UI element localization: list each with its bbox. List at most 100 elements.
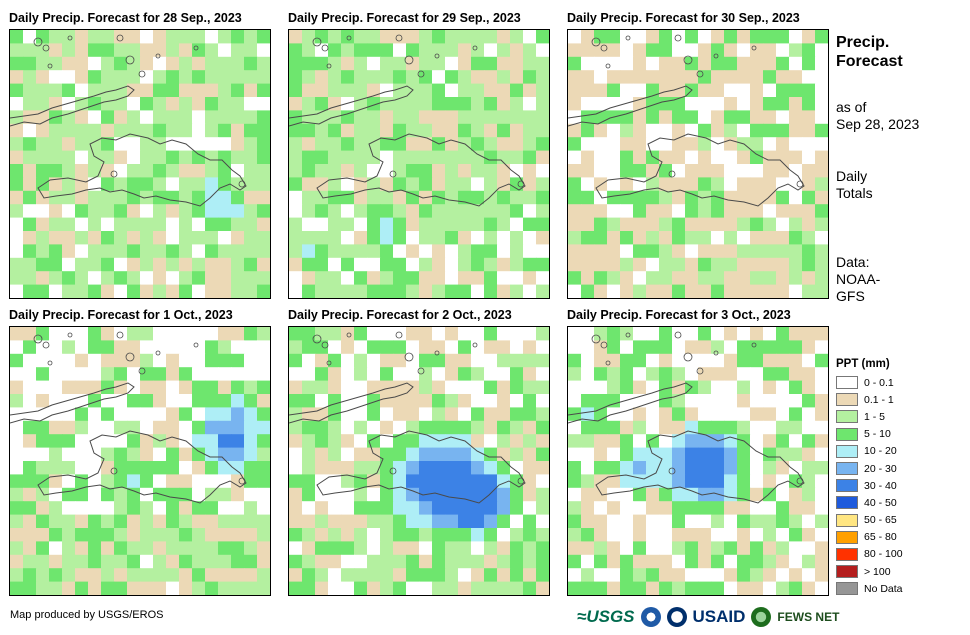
precip-cell <box>75 568 89 583</box>
precip-cell <box>484 528 498 542</box>
precip-cell <box>75 407 89 422</box>
precip-cell <box>205 177 219 192</box>
legend-label: 0.1 - 1 <box>864 393 894 406</box>
precip-cell <box>380 447 394 462</box>
precip-cell <box>419 340 433 355</box>
precip-cell <box>724 244 738 259</box>
precip-cell <box>776 257 790 272</box>
precip-cell <box>458 367 472 382</box>
small-island-outline <box>125 55 135 65</box>
precip-cell <box>23 581 37 595</box>
precip-cell <box>10 284 24 298</box>
precip-cell <box>724 327 738 341</box>
precip-cell <box>140 231 154 245</box>
precip-cell <box>815 581 828 595</box>
precip-cell <box>432 164 446 178</box>
precip-cell <box>218 56 232 71</box>
precip-cell <box>257 554 270 569</box>
precip-cell <box>257 284 270 298</box>
precip-cell <box>114 461 128 475</box>
precip-cell <box>36 83 50 98</box>
precip-cell <box>510 164 524 178</box>
precip-cell <box>367 568 381 583</box>
precip-cell <box>685 367 699 382</box>
small-island-outline <box>591 37 601 47</box>
precip-cell <box>166 217 180 232</box>
precip-cell <box>179 581 193 595</box>
precip-cell <box>341 528 355 542</box>
precip-cell <box>685 56 699 71</box>
precip-cell <box>257 190 270 205</box>
precip-cell <box>659 110 673 125</box>
precip-cell <box>127 581 141 595</box>
precip-cell <box>62 164 76 178</box>
precip-cell <box>244 137 258 152</box>
precip-cell <box>497 327 511 341</box>
precip-cell <box>620 43 634 58</box>
precip-cell <box>205 340 219 355</box>
precip-cell <box>367 70 381 85</box>
precip-cell <box>445 340 459 355</box>
precip-cell <box>594 568 608 583</box>
precip-cell <box>114 284 128 298</box>
precip-cell <box>620 474 634 489</box>
precip-cell <box>49 204 63 219</box>
precip-cell <box>536 541 549 556</box>
precip-cell <box>88 164 102 178</box>
precip-cell <box>724 97 738 111</box>
precip-cell <box>419 231 433 245</box>
precip-cell <box>140 123 154 138</box>
precip-cell <box>36 541 50 556</box>
precip-cell <box>153 501 167 516</box>
precip-cell <box>179 150 193 165</box>
precip-cell <box>633 581 647 595</box>
precip-cell <box>536 554 549 569</box>
precip-cell <box>49 367 63 382</box>
precip-cell <box>724 110 738 125</box>
precip-cell <box>497 43 511 58</box>
precip-cell <box>341 353 355 368</box>
precip-cell <box>594 327 608 341</box>
precip-cell <box>568 56 582 71</box>
precip-cell <box>581 43 595 58</box>
precip-cell <box>672 284 686 298</box>
precip-cell <box>815 43 828 58</box>
precip-cell <box>88 581 102 595</box>
precip-cell <box>166 30 180 44</box>
precip-cell <box>244 123 258 138</box>
precip-cell <box>432 83 446 98</box>
precip-cell <box>10 474 24 489</box>
precip-cell <box>484 150 498 165</box>
precip-cell <box>802 487 816 502</box>
precip-cell <box>659 150 673 165</box>
precip-cell <box>471 43 485 58</box>
precip-cell <box>711 110 725 125</box>
precip-cell <box>763 327 777 341</box>
precip-cell <box>698 244 712 259</box>
precip-cell <box>536 97 549 111</box>
precip-cell <box>101 97 115 111</box>
precip-cell <box>497 30 511 44</box>
precip-cell <box>302 367 316 382</box>
precip-cell <box>510 327 524 341</box>
precip-cell <box>536 367 549 382</box>
precip-cell <box>646 514 660 529</box>
precip-cell <box>802 123 816 138</box>
cuba-outline <box>568 382 693 424</box>
precip-cell <box>315 70 329 85</box>
precip-cell <box>315 353 329 368</box>
precip-cell <box>23 380 37 395</box>
precip-cell <box>432 514 446 529</box>
precip-cell <box>315 56 329 71</box>
precip-cell <box>497 528 511 542</box>
precip-cell <box>367 150 381 165</box>
precip-cell <box>166 231 180 245</box>
precip-cell <box>607 434 621 449</box>
precip-cell <box>536 123 549 138</box>
precip-cell <box>289 123 303 138</box>
precip-cell <box>646 231 660 245</box>
small-island-outline <box>683 352 693 362</box>
precip-cell <box>471 581 485 595</box>
precip-cell <box>776 231 790 245</box>
precip-cell <box>581 30 595 44</box>
